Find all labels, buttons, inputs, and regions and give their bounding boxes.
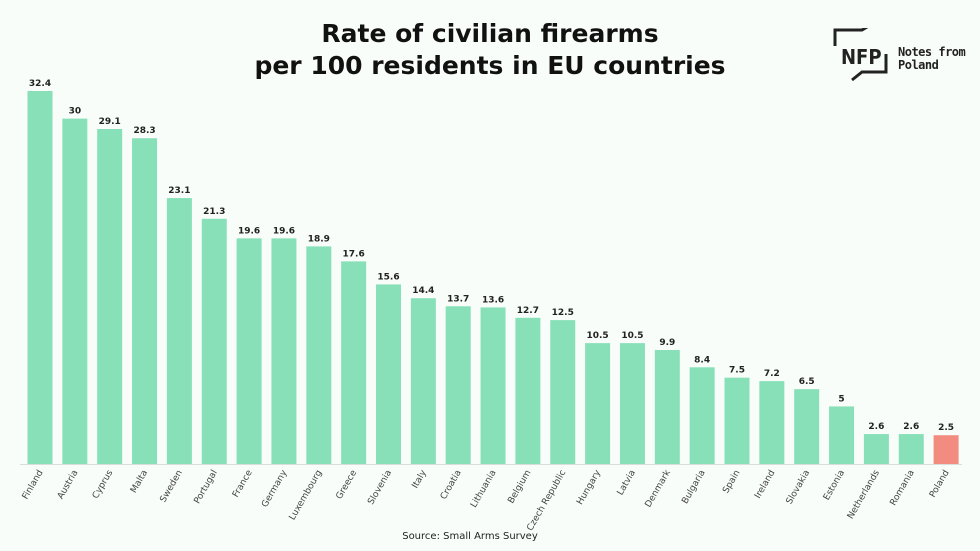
- x-tick-label: Bulgaria: [680, 469, 707, 506]
- value-label: 2.6: [868, 422, 884, 432]
- value-label: 17.6: [343, 249, 365, 259]
- bar-italy: [410, 298, 436, 464]
- x-tick-label: Slovenia: [366, 469, 394, 507]
- bar-slovenia: [376, 284, 401, 464]
- value-label: 32.4: [29, 79, 51, 89]
- x-tick-label: Cyprus: [91, 468, 116, 500]
- x-tick-label: Malta: [129, 469, 150, 496]
- bar-hungary: [585, 343, 611, 464]
- bar-austria: [62, 118, 88, 464]
- bar-poland: [933, 435, 959, 464]
- x-tick-label: Finland: [21, 469, 46, 502]
- x-tick-label: Greece: [335, 468, 360, 501]
- bar-romania: [898, 434, 924, 464]
- bar-luxembourg: [306, 246, 332, 464]
- x-tick-label: Latvia: [616, 469, 638, 498]
- value-label: 15.6: [377, 272, 399, 282]
- bar-spain: [724, 377, 750, 464]
- logo-line-2: Poland: [898, 58, 939, 72]
- value-label: 12.5: [552, 308, 574, 318]
- x-tick-label: Netherlands: [846, 468, 882, 521]
- x-tick-label: Poland: [928, 469, 952, 500]
- value-label: 6.5: [799, 377, 815, 387]
- value-label: 12.7: [517, 306, 539, 316]
- value-label: 30: [69, 107, 82, 117]
- x-tick-label: Czech Republic: [525, 468, 568, 530]
- bar-france: [236, 238, 262, 464]
- value-label: 29.1: [99, 117, 121, 127]
- x-tick-label: Sweden: [159, 469, 185, 505]
- bar-chart: 32.4 Finland 30 Austria 29.1 Cyprus 28.3 Malta 2…: [20, 79, 962, 530]
- value-label: 14.4: [412, 286, 434, 296]
- title-line-1: Rate of civilian firearms: [321, 19, 659, 48]
- x-tick-label: Italy: [411, 468, 430, 490]
- bar-portugal: [201, 218, 227, 464]
- value-label: 5: [838, 394, 844, 404]
- value-label: 21.3: [203, 207, 225, 217]
- x-tick-label: France: [231, 468, 255, 499]
- value-label: 2.5: [938, 423, 954, 433]
- bar-netherlands: [863, 434, 889, 464]
- value-label: 19.6: [273, 226, 295, 236]
- bar-cyprus: [97, 128, 123, 465]
- x-tick-label: Spain: [721, 469, 742, 496]
- bar-croatia: [445, 306, 471, 464]
- x-tick-label: Slovakia: [785, 469, 813, 507]
- logo-text: Notes from Poland: [898, 45, 966, 72]
- x-tick-label: Denmark: [644, 468, 674, 510]
- bar-bulgaria: [689, 367, 715, 464]
- source-note: Source: Small Arms Survey: [402, 531, 538, 542]
- x-tick-label: Croatia: [439, 469, 464, 502]
- value-label: 7.2: [764, 369, 780, 379]
- bar-malta: [132, 138, 158, 464]
- x-tick-label: Ireland: [753, 469, 777, 501]
- bar-czech-republic: [550, 320, 576, 464]
- value-label: 7.5: [729, 366, 745, 376]
- bar-denmark: [654, 350, 680, 464]
- bar-sweden: [166, 198, 192, 464]
- logo-line-1: Notes from: [898, 45, 966, 59]
- logo-mark: NFP: [841, 45, 882, 69]
- value-label: 28.3: [133, 126, 155, 136]
- value-label: 10.5: [586, 331, 608, 341]
- bar-finland: [27, 91, 53, 464]
- x-tick-label: Austria: [56, 469, 81, 502]
- bar-lithuania: [480, 307, 506, 464]
- x-tick-label: Germany: [260, 468, 290, 509]
- x-tick-label: Belgium: [506, 469, 533, 506]
- bar-latvia: [619, 343, 645, 464]
- value-label: 19.6: [238, 226, 260, 236]
- value-label: 18.9: [308, 234, 330, 244]
- value-label: 13.7: [447, 294, 469, 304]
- bar-slovakia: [794, 389, 820, 464]
- x-tick-label: Estonia: [822, 469, 847, 503]
- bar-germany: [271, 238, 297, 464]
- x-tick-label: Romania: [889, 469, 917, 508]
- value-label: 9.9: [659, 338, 675, 348]
- value-label: 13.6: [482, 295, 504, 305]
- bar-ireland: [759, 381, 785, 464]
- title-line-2: per 100 residents in EU countries: [254, 51, 726, 80]
- bar-belgium: [515, 317, 541, 464]
- x-tick-label: Luxembourg: [288, 469, 325, 523]
- value-label: 23.1: [168, 186, 190, 196]
- value-label: 10.5: [621, 331, 643, 341]
- value-label: 2.6: [903, 422, 919, 432]
- chart-title: Rate of civilian firearms per 100 reside…: [0, 18, 980, 82]
- x-tick-label: Hungary: [575, 468, 603, 507]
- value-label: 8.4: [694, 355, 710, 365]
- x-tick-label: Portugal: [193, 469, 220, 506]
- x-tick-label: Lithuania: [469, 469, 499, 510]
- bar-estonia: [829, 406, 855, 464]
- bar-greece: [341, 261, 367, 464]
- nfp-logo: NFP: [833, 28, 888, 82]
